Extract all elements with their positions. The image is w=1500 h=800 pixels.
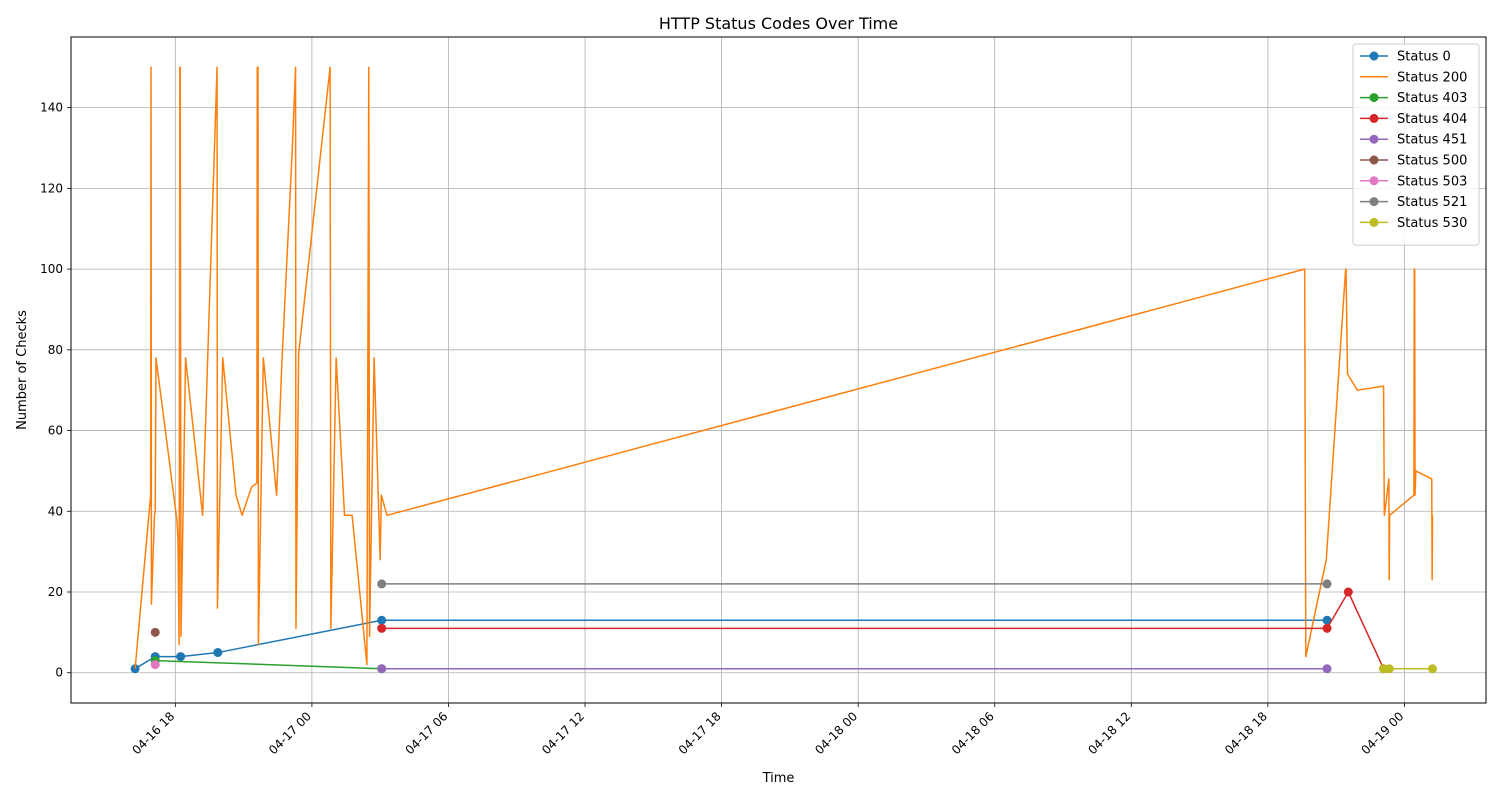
legend-marker-status-451 — [1369, 134, 1379, 144]
legend: Status 0 Status 200 Status 403 Status 404 St… — [1352, 43, 1480, 246]
data-point-status-521 — [377, 579, 387, 589]
y-tick-label: 0 — [55, 666, 63, 680]
data-point-status-404 — [1343, 587, 1353, 597]
data-point-status-0 — [130, 664, 140, 674]
legend-marker-status-403 — [1369, 93, 1379, 103]
data-point-status-521 — [1322, 579, 1332, 589]
data-point-status-0 — [176, 652, 186, 662]
legend-label-status-451: Status 451 — [1397, 133, 1467, 148]
y-tick-label: 80 — [48, 343, 63, 357]
data-point-status-0 — [213, 648, 223, 658]
y-tick-label: 140 — [40, 101, 63, 115]
data-point-status-0 — [377, 615, 387, 625]
series-line-status-403 — [155, 659, 382, 670]
legend-marker-status-503 — [1369, 176, 1379, 186]
legend-label-status-403: Status 403 — [1397, 91, 1467, 106]
series-layer — [130, 66, 1438, 674]
data-point-status-404 — [377, 623, 387, 633]
legend-label-status-404: Status 404 — [1397, 112, 1467, 127]
legend-label-status-0: Status 0 — [1397, 50, 1451, 65]
y-tick-label: 20 — [48, 585, 63, 599]
legend-label-status-503: Status 503 — [1397, 174, 1467, 189]
legend-label-status-530: Status 530 — [1397, 216, 1467, 231]
series-line-status-200 — [134, 66, 1434, 669]
axes-frame — [70, 36, 1487, 704]
legend-box — [1352, 43, 1480, 246]
series-line-status-404 — [381, 591, 1385, 670]
data-point-status-451 — [377, 664, 387, 674]
data-point-status-451 — [1322, 664, 1332, 674]
y-axis-label: Number of Checks — [15, 310, 30, 430]
data-point-status-0 — [1322, 615, 1332, 625]
legend-label-status-500: Status 500 — [1397, 154, 1467, 169]
legend-label-status-521: Status 521 — [1397, 195, 1467, 210]
y-tick-label: 100 — [40, 262, 63, 276]
data-point-status-530 — [1428, 664, 1438, 674]
y-tick-label: 120 — [40, 181, 63, 195]
y-tick-label: 60 — [48, 424, 63, 438]
legend-marker-status-521 — [1369, 197, 1379, 207]
data-point-status-404 — [1322, 623, 1332, 633]
legend-marker-status-530 — [1369, 217, 1379, 227]
data-point-status-530 — [1384, 664, 1394, 674]
grid — [71, 37, 1486, 703]
y-tick-label: 40 — [48, 504, 63, 518]
legend-marker-status-0 — [1369, 51, 1379, 61]
x-axis-label: Time — [762, 771, 795, 786]
legend-marker-status-404 — [1369, 113, 1379, 123]
data-point-status-500 — [150, 627, 160, 637]
legend-label-status-200: Status 200 — [1397, 70, 1467, 85]
chart-title: HTTP Status Codes Over Time — [659, 14, 898, 33]
legend-marker-status-500 — [1369, 155, 1379, 165]
data-point-status-503 — [150, 660, 160, 670]
